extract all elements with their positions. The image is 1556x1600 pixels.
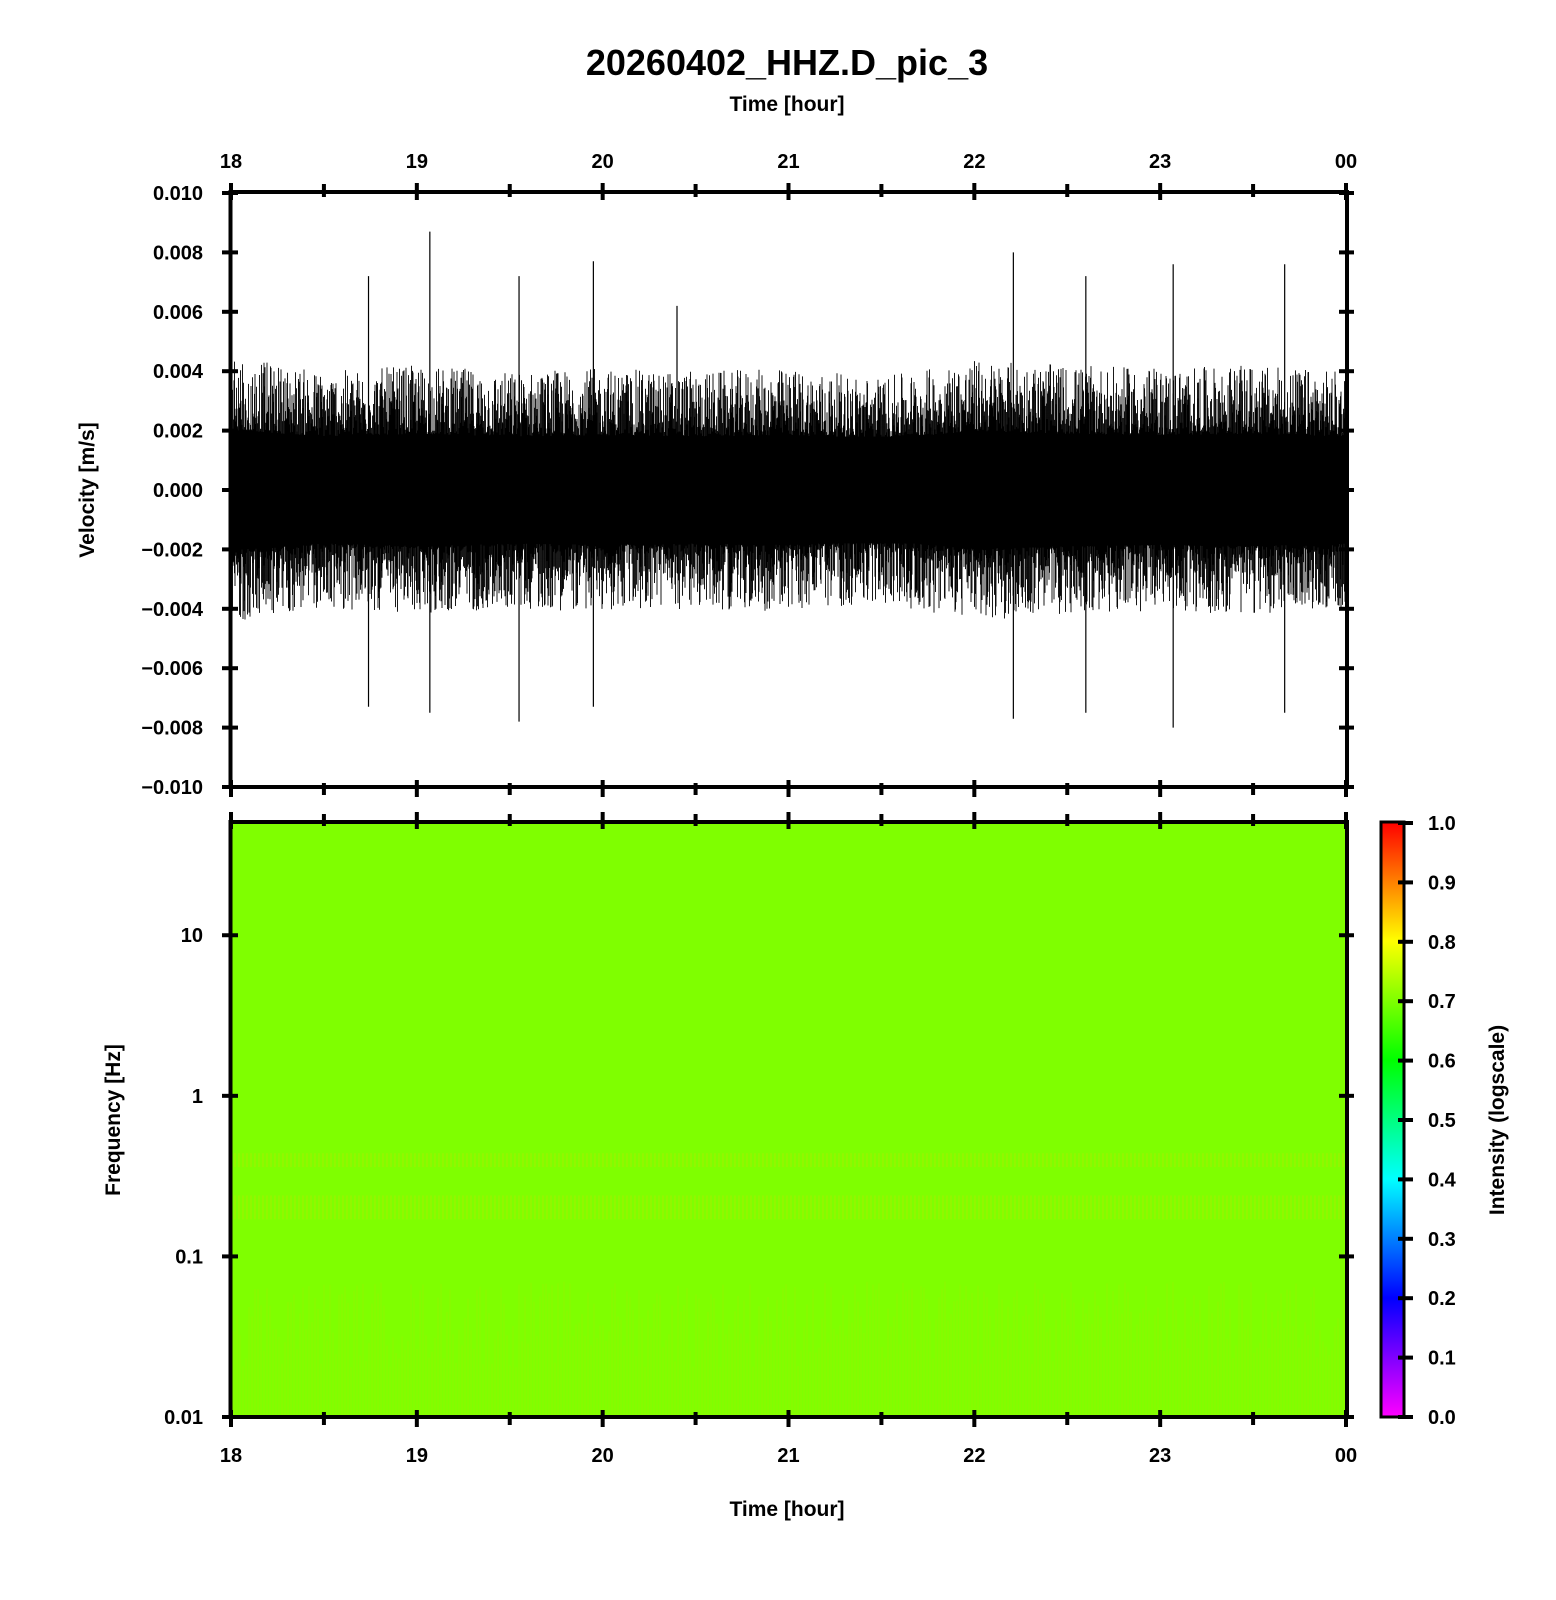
waveform-y-axis-label: Velocity [m/s]	[76, 422, 99, 557]
waveform-y-tick-label: −0.006	[141, 658, 203, 680]
waveform-y-tick-label: 0.006	[153, 302, 203, 324]
top-x-tick-label: 19	[406, 151, 428, 173]
colorbar-tick-label: 0.7	[1428, 991, 1456, 1013]
waveform-y-tick-label: 0.010	[153, 183, 203, 205]
top-x-axis-label: Time [hour]	[729, 93, 844, 116]
waveform-trace-path	[231, 361, 1346, 620]
spectrogram-x-tick-label: 21	[777, 1445, 799, 1467]
top-x-tick-label: 00	[1335, 151, 1357, 173]
waveform-y-tick-label: 0.008	[153, 242, 203, 264]
spectrogram-x-tick-label: 22	[963, 1445, 985, 1467]
top-x-tick-label: 21	[777, 151, 799, 173]
colorbar-label: Intensity (logscale)	[1486, 1025, 1509, 1215]
colorbar-tick-label: 0.2	[1428, 1288, 1456, 1310]
spectrogram-x-tick-label: 18	[220, 1445, 242, 1467]
colorbar-tick-label: 0.8	[1428, 932, 1456, 954]
colorbar: 1.0 0.9 0.8 0.7 0.6 0.5 0.4 0.3 0.2 0.1 0.0 Intens…	[1379, 813, 1509, 1429]
top-x-tick-label: 18	[220, 151, 242, 173]
spectrogram-image	[230, 823, 1346, 1417]
colorbar-tick-label: 0.5	[1428, 1110, 1456, 1132]
spectrogram-x-tick-label: 00	[1335, 1445, 1357, 1467]
waveform-y-tick-label: −0.010	[141, 777, 203, 799]
spectrogram-x-tick-label: 23	[1149, 1445, 1171, 1467]
waveform-y-ticks: 0.010 0.008 0.006 0.004 0.002 0.000 −0.002 −0.0…	[141, 183, 1354, 799]
colorbar-tick-label: 0.4	[1428, 1169, 1457, 1191]
spectrogram-x-tick-label: 20	[592, 1445, 614, 1467]
top-x-tick-label: 22	[963, 151, 985, 173]
waveform-y-tick-label: 0.004	[153, 361, 204, 383]
waveform-y-tick-label: 0.000	[153, 480, 203, 502]
spectrogram-y-tick-label: 0.1	[175, 1246, 203, 1268]
colorbar-tick-label: 1.0	[1428, 813, 1456, 835]
colorbar-tick-label: 0.6	[1428, 1051, 1456, 1073]
colorbar-tick-label: 0.0	[1428, 1407, 1456, 1429]
spectrogram-y-tick-label: 1	[192, 1086, 203, 1108]
colorbar-tick-label: 0.9	[1428, 872, 1456, 894]
top-x-tick-label: 23	[1149, 151, 1171, 173]
spectrogram-y-tick-label: 10	[181, 925, 203, 947]
spectrogram-ticks: 18 19 20 21 22 23 00 10 1 0.1 0.01	[164, 812, 1357, 1467]
waveform-panel: 18 19 20 21 22 23 00 0.010 0.008 0.006 0.004 0.002…	[76, 151, 1357, 799]
colorbar-tick-label: 0.3	[1428, 1229, 1456, 1251]
waveform-trace	[231, 231, 1346, 728]
top-x-tick-label: 20	[592, 151, 614, 173]
spectrogram-x-axis-label: Time [hour]	[729, 1498, 844, 1521]
colorbar-tick-label: 0.1	[1428, 1348, 1456, 1370]
waveform-y-tick-label: −0.004	[141, 599, 204, 621]
spectrogram-x-tick-label: 19	[406, 1445, 428, 1467]
figure-title: 20260402_HHZ.D_pic_3	[586, 42, 988, 83]
waveform-y-tick-label: −0.002	[141, 539, 203, 561]
waveform-y-tick-label: −0.008	[141, 718, 203, 740]
spectrogram-y-tick-label: 0.01	[164, 1407, 203, 1429]
waveform-y-tick-label: 0.002	[153, 421, 203, 443]
colorbar-ticks: 1.0 0.9 0.8 0.7 0.6 0.5 0.4 0.3 0.2 0.1 0.0	[1398, 813, 1457, 1429]
spectrogram-y-axis-label: Frequency [Hz]	[102, 1044, 125, 1196]
